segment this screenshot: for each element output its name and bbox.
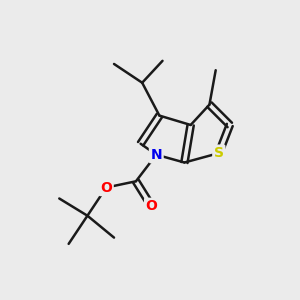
- Text: S: S: [214, 146, 224, 160]
- Text: O: O: [146, 199, 158, 213]
- Text: N: N: [150, 148, 162, 162]
- Text: O: O: [100, 181, 112, 194]
